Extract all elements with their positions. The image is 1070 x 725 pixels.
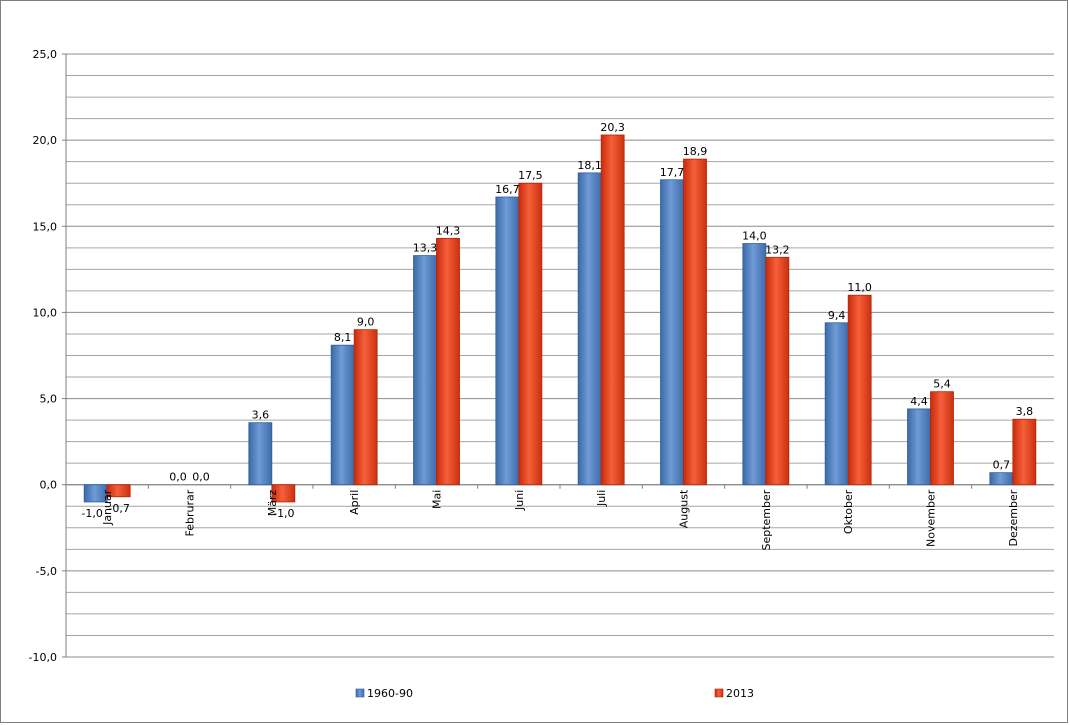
data-label: 0,0 [169, 471, 187, 484]
bar-2013-November [930, 391, 954, 486]
bar-1960-90-Juli [577, 172, 602, 486]
y-tick-label: 0,0 [40, 479, 58, 492]
bar-1960-90-Oktober [824, 322, 849, 486]
data-label: 9,0 [357, 316, 375, 329]
bar-2013-April [353, 329, 378, 486]
x-category-label: Juli [595, 490, 608, 507]
data-label: 18,9 [683, 145, 708, 158]
data-label: -1,0 [81, 507, 102, 520]
bar-1960-90-Dezember [989, 472, 1014, 486]
bar-1960-90-September [742, 243, 767, 486]
data-label: 11,0 [847, 281, 872, 294]
x-category-label: Juni [513, 490, 526, 511]
bar-1960-90-April [330, 344, 355, 486]
data-label: 13,2 [765, 243, 790, 256]
data-label: 0,7 [993, 459, 1011, 472]
data-label: 8,1 [334, 331, 352, 344]
data-label: 4,4 [910, 395, 928, 408]
data-label: 16,7 [495, 183, 520, 196]
y-tick-label: 15,0 [33, 220, 58, 233]
legend-swatch [355, 688, 365, 698]
data-label: 3,6 [252, 409, 270, 422]
bar-1960-90-August [660, 179, 684, 486]
bar-1960-90-Juni [495, 196, 520, 486]
data-label: 20,3 [600, 121, 625, 134]
legend-label: 2013 [726, 687, 754, 700]
bar-2013-Juli [600, 134, 625, 486]
data-label: 14,0 [742, 230, 767, 243]
y-tick-label: 20,0 [33, 134, 58, 147]
x-category-label: September [760, 489, 773, 550]
legend-label: 1960-90 [367, 687, 413, 700]
bar-1960-90-März [248, 422, 273, 486]
x-category-label: Januar [101, 489, 114, 526]
bar-2013-Mai [436, 237, 460, 486]
bar-2013-Juni [518, 182, 543, 486]
y-tick-label: 10,0 [33, 306, 58, 319]
data-label: 18,1 [577, 159, 602, 172]
y-tick-label: 5,0 [40, 393, 58, 406]
data-label: 13,3 [413, 242, 438, 255]
bar-2013-August [683, 158, 707, 486]
data-label: 9,4 [828, 309, 846, 322]
y-tick-label: -10,0 [29, 651, 57, 664]
data-label: 17,5 [518, 169, 543, 182]
data-label: 17,7 [660, 166, 685, 179]
data-label: 0,0 [192, 471, 210, 484]
y-tick-label: -5,0 [36, 565, 57, 578]
x-category-label: Februrar [184, 489, 197, 536]
bar-2013-Oktober [847, 294, 872, 486]
x-category-label: März [266, 489, 279, 516]
bar-2013-Dezember [1012, 418, 1037, 486]
data-label: -0,7 [108, 502, 129, 515]
data-label: -1,0 [273, 507, 294, 520]
legend-swatch [714, 688, 724, 698]
bar-2013-Januar [106, 484, 131, 498]
data-label: 14,3 [436, 224, 461, 237]
x-category-label: November [925, 489, 938, 547]
data-label: 3,8 [1016, 405, 1034, 418]
data-label: 5,4 [933, 378, 951, 391]
x-category-label: Mai [431, 490, 444, 509]
bar-2013-September [765, 256, 790, 486]
x-category-label: Dezember [1007, 489, 1020, 546]
y-tick-label: 25,0 [33, 48, 58, 61]
bar-1960-90-November [907, 408, 931, 486]
bar-1960-90-Mai [413, 255, 437, 486]
x-category-label: April [348, 490, 361, 515]
x-category-label: August [678, 489, 691, 528]
bar-2013-März [271, 484, 296, 503]
x-category-label: Oktober [842, 489, 855, 534]
